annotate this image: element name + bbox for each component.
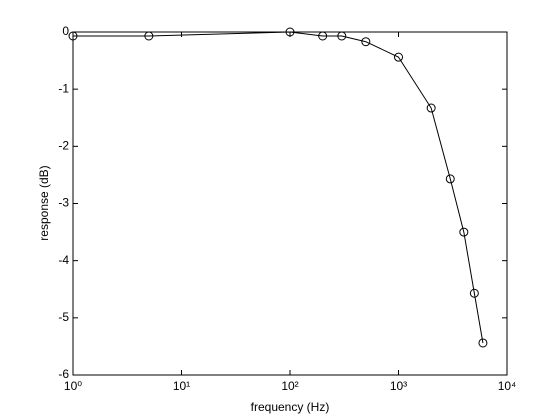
point-marker <box>144 31 154 41</box>
y-tick-label: -2 <box>58 139 69 153</box>
series-line <box>73 31 484 344</box>
x-tick-label: 10⁰ <box>64 379 82 393</box>
point-marker <box>318 31 328 41</box>
x-tick-label: 10⁴ <box>498 379 517 393</box>
x-tick-label: 10² <box>281 379 298 393</box>
point-marker <box>68 31 78 41</box>
x-axis-label: frequency (Hz) <box>251 400 330 414</box>
point-marker <box>285 27 295 37</box>
y-tick-label: -3 <box>58 196 69 210</box>
y-tick-label: -4 <box>58 253 69 267</box>
point-marker <box>478 338 488 348</box>
y-tick-label: -5 <box>58 310 69 324</box>
y-tick-label: -1 <box>58 81 69 95</box>
point-marker <box>459 227 469 237</box>
x-tick-label: 10³ <box>390 379 407 393</box>
point-marker <box>361 37 371 47</box>
y-axis-label: response (dB) <box>37 165 51 240</box>
x-tick-label: 10¹ <box>173 379 190 393</box>
point-marker <box>469 288 479 298</box>
point-marker <box>426 103 436 113</box>
point-marker <box>337 31 347 41</box>
point-marker <box>394 52 403 62</box>
plot-area <box>72 31 508 376</box>
y-tick-label: -6 <box>58 367 69 381</box>
y-tick-label: 0 <box>62 24 69 38</box>
point-marker <box>445 174 455 184</box>
